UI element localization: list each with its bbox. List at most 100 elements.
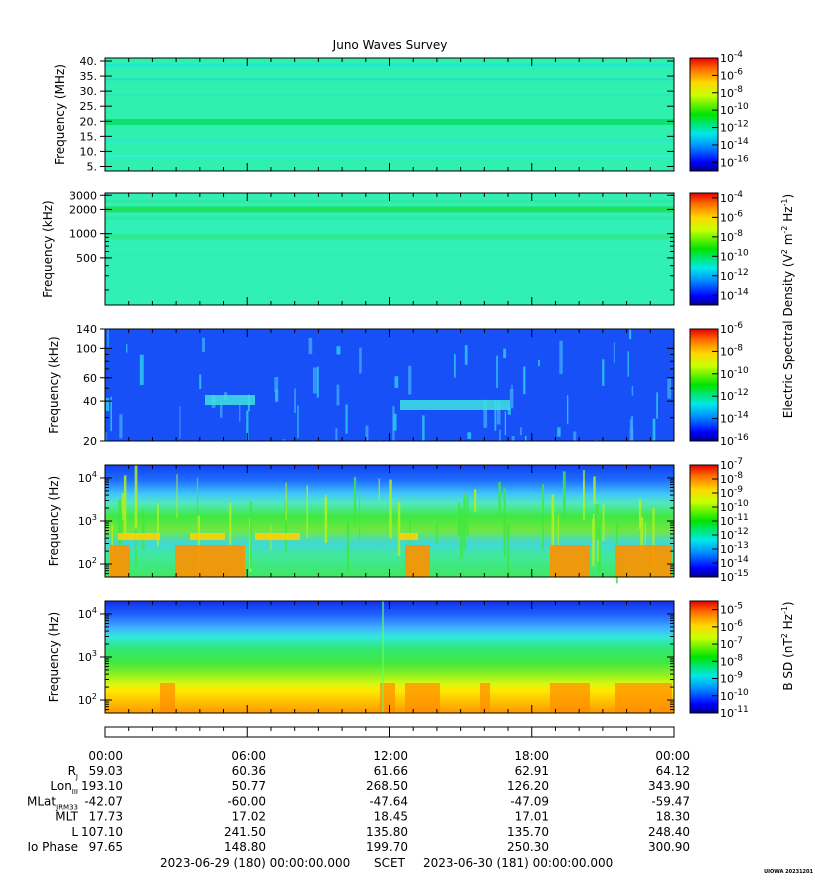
panel-3-streak — [453, 354, 456, 378]
y-tick-label: 104 — [78, 470, 97, 485]
y-tick-label: 104 — [78, 606, 97, 621]
scet-start: 2023-06-29 (180) 00:00:00.000 — [160, 856, 350, 870]
panel-4-streak — [284, 501, 288, 553]
panel-3-streak — [202, 337, 205, 352]
panel-3-streak — [110, 396, 112, 432]
panel-4-streak — [474, 489, 477, 512]
ephemeris-value: 17.01 — [515, 810, 549, 824]
panel-3-spectrogram — [105, 329, 674, 441]
panel-3-streak — [627, 351, 629, 377]
y-tick-label: 1000 — [69, 228, 97, 241]
colorbar-tick-label: 10-11 — [720, 513, 749, 528]
panel-5: 104 103 102 Frequency (Hz) — [47, 600, 675, 714]
panel-3-streak — [509, 389, 514, 409]
colorbar-tick-label: 10-8 — [720, 343, 743, 358]
colorbar-tick-label: 10-8 — [720, 85, 743, 100]
y-tick-label: 500 — [76, 252, 97, 265]
panel-4-band — [190, 533, 225, 540]
panel-4-streak — [142, 508, 145, 551]
ephemeris-value: 62.91 — [515, 764, 549, 778]
colorbar-tick-label: 10-6 — [720, 619, 743, 634]
panel-3-streak — [246, 410, 249, 441]
ephemeris-table: 00:00 06:00 12:00 18:00 00:00 RJ 59.03 60.36 61.… — [27, 749, 690, 854]
panel-3-streak — [667, 378, 672, 399]
y-tick-label: 20 — [83, 435, 97, 448]
panel-3-streak — [312, 367, 317, 394]
panel-3-streak — [483, 399, 488, 428]
panel-3-streak — [631, 385, 634, 396]
panel-4-lowfreq-burst — [550, 545, 590, 577]
ephemeris-value: 268.50 — [366, 779, 408, 793]
panel-4-streak — [638, 499, 642, 530]
panel-3-streak — [613, 342, 615, 363]
panel-4-streak — [134, 465, 138, 529]
colorbar-label-electric: Electric Spectral Density (V2 m-2 Hz-1) — [780, 194, 795, 418]
ephemeris-value: 135.80 — [366, 825, 408, 839]
panel-3-streak — [179, 406, 181, 439]
panel-4-streak — [463, 493, 466, 550]
panel-3-streak — [274, 376, 279, 392]
ephemeris-value: 107.10 — [81, 825, 123, 839]
panel-3-streak — [511, 384, 513, 392]
y-tick-label: 102 — [78, 692, 97, 707]
panel-3-streak — [656, 392, 659, 419]
panel-3-streak — [282, 439, 286, 441]
panel-5-burst — [480, 683, 490, 713]
colorbar-tick-label: 10-8 — [720, 653, 743, 668]
y-tick-label: 103 — [78, 649, 97, 664]
colorbar-tick-label: 10-4 — [720, 50, 743, 65]
panel-3-streak — [496, 355, 498, 389]
panel-5-burst — [160, 683, 175, 713]
colorbar-2 — [689, 192, 719, 306]
ephemeris-value: 193.10 — [81, 779, 123, 793]
time-label: 00:00 — [88, 749, 123, 763]
y-tick-label: 5. — [87, 160, 98, 173]
panel-3-streak — [573, 431, 577, 441]
panel-1-ylabel: Frequency (MHz) — [53, 64, 67, 165]
panel-3-streak — [504, 411, 507, 436]
panel-3-streak — [511, 435, 515, 441]
ephemeris-value: -47.64 — [369, 794, 408, 808]
ephemeris-value: -59.47 — [651, 794, 690, 808]
panel-3-streak — [464, 345, 468, 365]
panel-4-streak — [583, 470, 585, 521]
panel-3-streak — [507, 407, 511, 415]
ephemeris-value: 17.02 — [232, 810, 266, 824]
panel-4-lowfreq-burst — [405, 545, 430, 577]
y-tick-label: 60 — [83, 372, 97, 385]
panel-4-streak — [557, 514, 559, 547]
panel-4-band — [255, 533, 300, 540]
ephemeris-value: 97.65 — [89, 840, 123, 854]
panel-4-streak — [595, 504, 599, 540]
panel-4-streak — [324, 497, 328, 544]
panel-3-streak — [275, 389, 279, 402]
ephemeris-value: 59.03 — [89, 764, 123, 778]
panel-4-streak — [176, 474, 178, 519]
panel-3-streak — [494, 400, 497, 431]
colorbar-tick-label: 10-7 — [720, 457, 743, 472]
ephemeris-value: 199.70 — [366, 840, 408, 854]
panel-1: 40. 35. 30. 25. 20. 15. 10. 5. Frequency (MHz) — [53, 55, 675, 173]
y-tick-label: 103 — [78, 513, 97, 528]
panel-3-streak — [408, 365, 412, 395]
panel-3-streak — [566, 395, 569, 424]
ephemeris-label: L — [71, 825, 78, 839]
panel-4-streak — [562, 471, 566, 517]
panel-4-streak — [652, 507, 655, 568]
panel-1-band — [105, 139, 674, 142]
y-tick-label: 30. — [80, 85, 98, 98]
ephemeris-value: 18.45 — [374, 810, 408, 824]
y-tick-label: 102 — [78, 556, 97, 571]
ephemeris-value: 61.66 — [374, 764, 408, 778]
colorbar-tick-label: 10-6 — [720, 67, 743, 82]
panel-3-ylabel: Frequency (kHz) — [47, 336, 61, 433]
panel-3-streak — [316, 366, 319, 398]
panel-1-band — [105, 155, 674, 158]
panel-4-streak — [285, 482, 287, 521]
panel-3-streak — [294, 388, 296, 413]
y-tick-label: 35. — [80, 70, 98, 83]
panel-4-streak — [353, 476, 357, 526]
panel-3-streak — [652, 418, 656, 441]
y-tick-label: 20. — [80, 115, 98, 128]
ephemeris-value: 148.80 — [224, 840, 266, 854]
